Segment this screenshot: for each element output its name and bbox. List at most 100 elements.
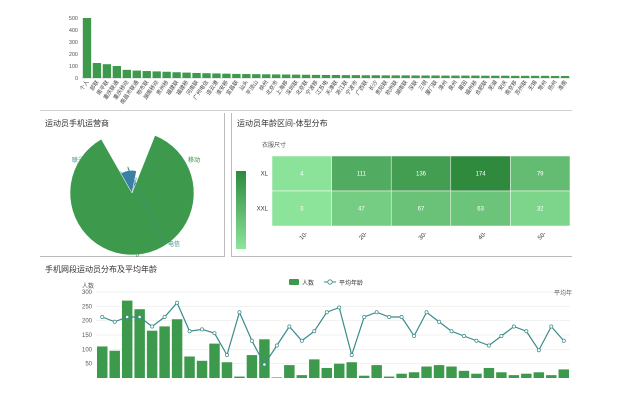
heatmap-cell-value: 136 xyxy=(416,172,427,178)
avg-age-point xyxy=(337,305,342,310)
bottom-bar xyxy=(321,367,332,378)
bottom-bar xyxy=(521,373,532,378)
heatmap-row-label: XL xyxy=(261,172,269,178)
avg-age-point xyxy=(511,324,516,329)
bottom-ylabel-right: 平均年 xyxy=(554,291,573,297)
bottom-ytick-label: 50 xyxy=(85,362,92,368)
avg-age-point xyxy=(324,310,329,315)
bottom-bar xyxy=(508,375,520,378)
avg-age-point xyxy=(249,338,254,343)
bottom-bar xyxy=(97,346,108,378)
top-xtick-label: 泉州 xyxy=(446,79,459,93)
top-bar xyxy=(361,75,371,78)
bottom-bar xyxy=(458,370,470,378)
avg-age-point xyxy=(486,343,491,348)
heatmap-ylabel: 衣服尺寸 xyxy=(262,143,287,149)
bottom-ytick-label: 200 xyxy=(82,319,93,325)
legend-bar-swatch xyxy=(289,279,299,285)
top-bar xyxy=(281,74,291,78)
heatmap-cell-value: 174 xyxy=(476,172,487,178)
avg-age-point xyxy=(237,310,242,315)
top-bar xyxy=(491,75,500,78)
heatmap-cell xyxy=(450,190,511,227)
top-chart-panel: 500 400 300 200 100 0 个人 部联 南平联 重庆联通 重庆移动 南昌市联通 地市联湖… xyxy=(40,10,572,110)
avg-age-point xyxy=(274,343,279,348)
bottom-bar xyxy=(259,339,270,378)
top-bar xyxy=(311,74,321,78)
top-bar xyxy=(82,18,92,78)
bottom-ytick-label: 300 xyxy=(82,290,93,296)
avg-age-point xyxy=(299,338,304,343)
avg-age-point xyxy=(137,315,142,319)
heatmap-cell xyxy=(450,155,511,192)
heatmap-cell-value: 3 xyxy=(300,207,304,213)
heatmap-cell xyxy=(271,190,332,227)
heatmap-col-label: 50- xyxy=(537,231,547,241)
bottom-bar xyxy=(433,365,445,378)
bottom-bar xyxy=(246,355,258,378)
bottom-ytick-label: 250 xyxy=(82,304,93,310)
legend-bar-label: 人数 xyxy=(302,279,314,287)
pie-slice xyxy=(69,135,195,256)
top-bar xyxy=(401,75,410,78)
top-bar xyxy=(351,75,361,78)
bottom-bar xyxy=(121,300,133,378)
avg-age-point xyxy=(312,329,317,334)
bottom-bar xyxy=(296,375,308,378)
top-xtick-label: 扬州 xyxy=(546,79,559,93)
bottom-bar xyxy=(558,369,569,378)
bottom-bar xyxy=(184,356,195,378)
top-bar xyxy=(540,75,550,78)
top-ytick-label: 200 xyxy=(69,52,78,58)
avg-age-point xyxy=(125,315,130,319)
top-bar xyxy=(262,74,271,78)
avg-age-point xyxy=(499,334,504,338)
pie-label: 移动 xyxy=(188,156,200,164)
bottom-bar xyxy=(533,372,545,378)
top-bar xyxy=(222,73,231,78)
avg-age-point xyxy=(187,329,192,334)
top-bar xyxy=(391,75,400,78)
bottom-bar xyxy=(358,375,370,378)
avg-age-point xyxy=(362,315,367,319)
top-bar xyxy=(122,69,131,78)
pie-title: 运动员手机运营商 xyxy=(45,119,109,128)
divider-top xyxy=(40,110,572,111)
heatmap-cell xyxy=(510,190,571,227)
avg-age-point xyxy=(399,315,404,319)
avg-age-point xyxy=(387,315,392,319)
top-bar xyxy=(511,75,520,78)
top-bar xyxy=(192,72,201,78)
avg-age-point xyxy=(287,324,292,329)
avg-age-point xyxy=(200,327,204,332)
bottom-bar xyxy=(159,326,170,378)
bottom-bar xyxy=(109,350,120,378)
bottom-ytick-label: 100 xyxy=(82,347,93,353)
top-ytick-label: 100 xyxy=(69,64,78,70)
bottom-title: 手机网段运动员分布及平均年龄 xyxy=(45,265,157,274)
pie-label: 联通 xyxy=(72,156,84,164)
bottom-bar xyxy=(446,366,457,378)
bottom-bar xyxy=(471,373,482,378)
top-bar xyxy=(481,75,490,78)
bottom-bar xyxy=(146,330,158,378)
legend-line-marker xyxy=(327,279,333,285)
heatmap-col-label: 40- xyxy=(478,231,488,241)
bottom-bar xyxy=(309,359,320,378)
avg-age-point xyxy=(100,315,105,319)
top-xtick-label: 无锡 xyxy=(526,78,539,92)
top-bar xyxy=(461,75,470,78)
top-bar xyxy=(202,73,211,78)
bottom-bar xyxy=(234,376,245,378)
top-bar xyxy=(92,63,102,78)
top-bar xyxy=(232,73,241,78)
heatmap-cell xyxy=(271,155,332,192)
top-ytick-label: 500 xyxy=(69,16,78,22)
top-bar xyxy=(252,74,261,78)
top-bar xyxy=(421,75,430,78)
avg-age-point xyxy=(437,319,441,324)
top-ytick-label: 300 xyxy=(69,40,78,46)
heatmap-cell-value: 79 xyxy=(537,172,544,178)
avg-age-point xyxy=(549,324,554,329)
top-xtick-label: 芜湖 xyxy=(486,78,499,92)
